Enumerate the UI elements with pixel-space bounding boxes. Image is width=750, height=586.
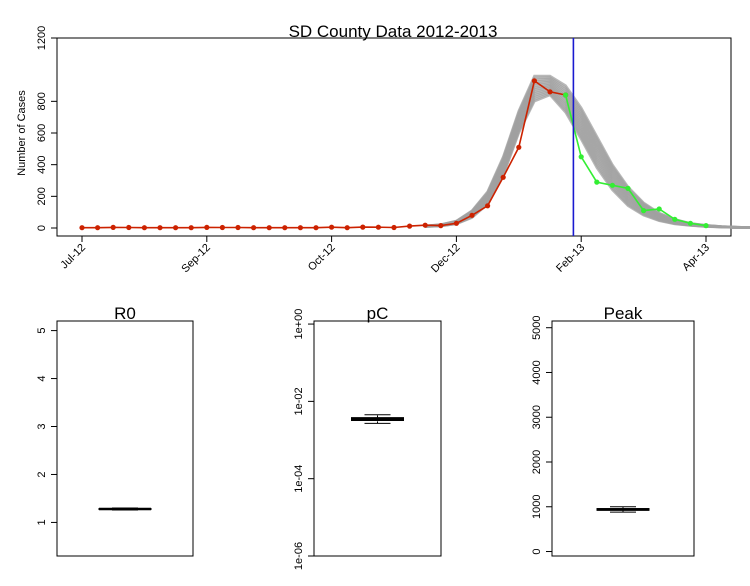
y-tick-label: 400 bbox=[36, 156, 48, 174]
data-point bbox=[578, 154, 584, 160]
panel-title: R0 bbox=[114, 304, 136, 323]
data-point bbox=[547, 89, 553, 95]
data-point bbox=[344, 225, 350, 231]
y-tick-label: 0 bbox=[531, 548, 543, 554]
y-tick-label: 0 bbox=[36, 225, 48, 231]
data-point bbox=[703, 223, 709, 229]
model-trajectory bbox=[425, 82, 750, 229]
x-tick-label: Sep-12 bbox=[179, 242, 213, 276]
parameter-box-plots: R0 1 2 3 4 5 pC 1e-06 1e-04 1e-02 1e+00 Peak 0 1000 20… bbox=[36, 304, 695, 570]
y-tick-label: 3 bbox=[36, 423, 48, 429]
data-point bbox=[656, 206, 662, 212]
y-tick-label: 4 bbox=[36, 376, 48, 382]
data-point bbox=[594, 179, 600, 185]
y-tick-label: 5 bbox=[36, 328, 48, 334]
data-point bbox=[329, 224, 335, 230]
data-point bbox=[157, 225, 163, 231]
data-point bbox=[422, 222, 428, 228]
y-tick-label: 1e-04 bbox=[293, 465, 305, 493]
panel-frame bbox=[56, 320, 194, 557]
data-point bbox=[485, 203, 491, 209]
data-point bbox=[188, 225, 194, 231]
data-point bbox=[641, 208, 647, 214]
data-point bbox=[282, 225, 288, 231]
observed-series bbox=[79, 78, 569, 231]
data-point bbox=[141, 225, 147, 231]
data-point bbox=[219, 224, 225, 231]
box-panel-pc: pC 1e-06 1e-04 1e-02 1e+00 bbox=[293, 304, 442, 570]
y-tick-label: 2000 bbox=[531, 450, 543, 474]
panel-frame bbox=[313, 320, 442, 557]
y-tick-label: 200 bbox=[36, 187, 48, 205]
x-tick-label: Feb-13 bbox=[554, 242, 587, 275]
data-point bbox=[173, 225, 179, 231]
x-tick-label: Apr-13 bbox=[680, 242, 712, 274]
held-out-line bbox=[564, 94, 707, 227]
data-point bbox=[438, 223, 444, 229]
data-point bbox=[126, 224, 132, 231]
data-point bbox=[516, 144, 522, 150]
panel-title: Peak bbox=[604, 304, 643, 323]
data-point bbox=[110, 224, 116, 230]
data-point bbox=[266, 225, 272, 231]
box-panel-r0: R0 1 2 3 4 5 bbox=[36, 304, 194, 557]
y-tick-label: 1e-06 bbox=[293, 542, 305, 570]
model-band bbox=[425, 74, 750, 229]
model-trajectory bbox=[425, 80, 750, 229]
data-point bbox=[407, 223, 413, 229]
y-tick-label: 1200 bbox=[36, 26, 48, 50]
data-point bbox=[375, 224, 381, 230]
data-point bbox=[391, 224, 397, 231]
panel-title: pC bbox=[367, 304, 389, 323]
data-point bbox=[313, 225, 319, 231]
x-tick-label: Oct-12 bbox=[306, 242, 338, 274]
data-point bbox=[563, 92, 569, 98]
y-tick-label: 1 bbox=[36, 519, 48, 525]
data-point bbox=[360, 224, 366, 230]
data-point bbox=[251, 225, 257, 231]
data-point bbox=[531, 78, 538, 84]
data-point bbox=[235, 224, 241, 231]
data-point bbox=[297, 225, 303, 231]
y-tick-label: 1e-02 bbox=[293, 387, 305, 415]
model-trajectory bbox=[425, 83, 750, 229]
y-tick-label: 800 bbox=[36, 92, 48, 110]
y-tick-label: 3000 bbox=[531, 405, 543, 429]
data-point bbox=[453, 220, 459, 226]
data-point bbox=[204, 224, 210, 230]
plot-frame bbox=[56, 37, 732, 237]
model-trajectory bbox=[425, 79, 750, 229]
data-point bbox=[687, 220, 694, 226]
data-point bbox=[672, 216, 678, 222]
main-plot-area: 0 200 400 600 800 1200 Jul-12 Sep-12 Oct-12 Dec-1… bbox=[36, 26, 750, 275]
observed-line bbox=[82, 79, 566, 229]
data-point bbox=[95, 225, 101, 231]
y-tick-label: 1e+00 bbox=[293, 309, 305, 340]
data-point bbox=[500, 174, 506, 180]
y-tick-label: 4000 bbox=[531, 360, 543, 384]
box-panel-peak: Peak 0 1000 2000 3000 4000 5000 bbox=[531, 304, 695, 557]
panel-frame bbox=[551, 320, 695, 557]
y-tick-label: 1000 bbox=[531, 495, 543, 519]
data-point bbox=[625, 185, 631, 191]
data-point bbox=[79, 225, 85, 231]
x-tick-label: Jul-12 bbox=[58, 242, 88, 272]
y-tick-label: 600 bbox=[36, 124, 48, 142]
y-tick-label: 2 bbox=[36, 471, 48, 477]
data-point bbox=[469, 212, 475, 218]
y-axis-label: Number of Cases bbox=[16, 90, 28, 176]
y-tick-label: 5000 bbox=[531, 315, 543, 339]
data-point bbox=[609, 182, 616, 188]
x-tick-label: Dec-12 bbox=[429, 242, 463, 276]
held-out-series bbox=[563, 92, 709, 229]
chart-title: SD County Data 2012-2013 bbox=[289, 22, 498, 41]
